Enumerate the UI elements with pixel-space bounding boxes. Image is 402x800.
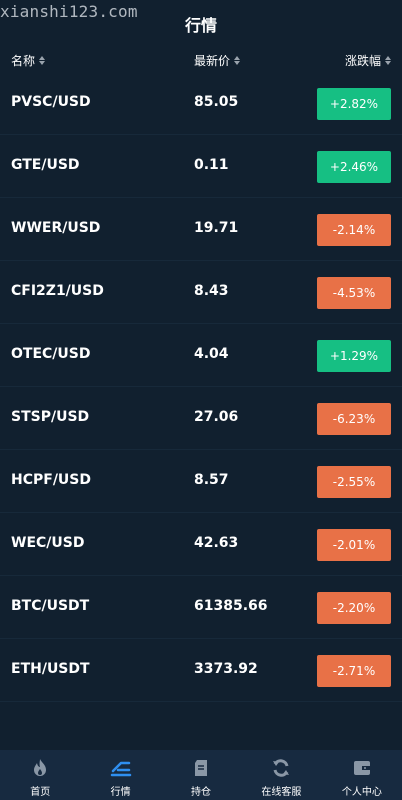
page-title: 行情: [184, 16, 217, 35]
bottom-tab-bar: 首页 行情 持仓 在线客服 个人中心: [0, 750, 402, 800]
sort-icon: [39, 56, 46, 65]
change-badge: -2.01%: [317, 529, 391, 561]
market-icon: [110, 757, 132, 779]
market-row[interactable]: STSP/USD 27.06 -6.23%: [0, 387, 402, 450]
market-row[interactable]: ETH/USDT 3373.92 -2.71%: [0, 639, 402, 702]
price: 61385.66: [194, 598, 268, 614]
price: 4.04: [194, 346, 229, 362]
price: 19.71: [194, 220, 239, 236]
column-price-label: 最新价: [194, 54, 231, 68]
market-row[interactable]: HCPF/USD 8.57 -2.55%: [0, 450, 402, 513]
symbol: WEC/USD: [11, 535, 85, 551]
sort-by-change[interactable]: 涨跌幅: [345, 52, 391, 69]
change-badge: +2.46%: [317, 151, 391, 183]
change-badge: +2.82%: [317, 88, 391, 120]
sort-icon: [385, 56, 391, 65]
symbol: ETH/USDT: [11, 661, 90, 677]
change-badge: -4.53%: [317, 277, 391, 309]
market-row[interactable]: PVSC/USD 85.05 +2.82%: [0, 72, 402, 135]
change-badge: -6.23%: [317, 403, 391, 435]
refresh-icon: [270, 757, 292, 779]
symbol: OTEC/USD: [11, 346, 91, 362]
flame-icon: [29, 757, 51, 779]
table-header: 名称 最新价 涨跌幅: [0, 52, 402, 72]
change-badge: +1.29%: [317, 340, 391, 372]
sort-icon: [234, 56, 241, 65]
price: 85.05: [194, 94, 239, 110]
tab-label: 行情: [110, 787, 131, 798]
wallet-icon: [351, 757, 373, 779]
symbol: CFI2Z1/USD: [11, 283, 104, 299]
sort-by-price[interactable]: 最新价: [194, 52, 241, 69]
document-icon: [190, 757, 212, 779]
tab-label: 在线客服: [261, 787, 302, 798]
price: 0.11: [194, 157, 229, 173]
tab-label: 个人中心: [341, 787, 382, 798]
tab-positions[interactable]: 持仓: [161, 750, 241, 800]
change-badge: -2.71%: [317, 655, 391, 687]
watermark: xianshi123.com: [0, 2, 138, 21]
sort-by-name[interactable]: 名称: [11, 52, 46, 69]
market-row[interactable]: WEC/USD 42.63 -2.01%: [0, 513, 402, 576]
price: 3373.92: [194, 661, 258, 677]
price: 8.57: [194, 472, 229, 488]
symbol: PVSC/USD: [11, 94, 91, 110]
symbol: WWER/USD: [11, 220, 101, 236]
tab-profile[interactable]: 个人中心: [322, 750, 402, 800]
tab-market[interactable]: 行情: [80, 750, 160, 800]
tab-home[interactable]: 首页: [0, 750, 80, 800]
tab-support[interactable]: 在线客服: [241, 750, 321, 800]
market-list: PVSC/USD 85.05 +2.82% GTE/USD 0.11 +2.46…: [0, 72, 402, 702]
market-row[interactable]: GTE/USD 0.11 +2.46%: [0, 135, 402, 198]
symbol: GTE/USD: [11, 157, 80, 173]
change-badge: -2.55%: [317, 466, 391, 498]
change-badge: -2.14%: [317, 214, 391, 246]
symbol: BTC/USDT: [11, 598, 90, 614]
market-row[interactable]: OTEC/USD 4.04 +1.29%: [0, 324, 402, 387]
column-name-label: 名称: [11, 54, 36, 68]
price: 27.06: [194, 409, 239, 425]
column-change-label: 涨跌幅: [344, 54, 381, 68]
tab-label: 持仓: [191, 787, 212, 798]
price: 8.43: [194, 283, 229, 299]
change-badge: -2.20%: [317, 592, 391, 624]
price: 42.63: [194, 535, 239, 551]
symbol: HCPF/USD: [11, 472, 92, 488]
market-row[interactable]: WWER/USD 19.71 -2.14%: [0, 198, 402, 261]
tab-label: 首页: [30, 787, 51, 798]
market-row[interactable]: BTC/USDT 61385.66 -2.20%: [0, 576, 402, 639]
symbol: STSP/USD: [11, 409, 90, 425]
market-row[interactable]: CFI2Z1/USD 8.43 -4.53%: [0, 261, 402, 324]
